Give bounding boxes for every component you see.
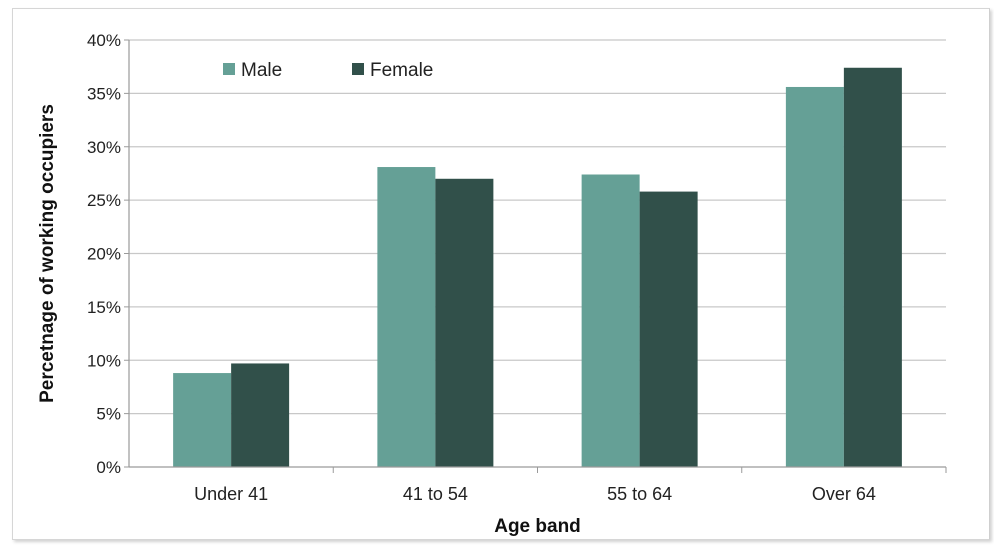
- y-tick-label: 30%: [87, 138, 121, 157]
- y-tick-labels: 0% 5% 10% 15% 20% 25% 30% 35% 40%: [87, 31, 121, 477]
- bar-male-3: [785, 86, 844, 467]
- bar-female-3: [843, 67, 902, 467]
- legend-swatch-female: [352, 63, 364, 75]
- bar-male-2: [581, 174, 640, 467]
- bar-male-0: [173, 373, 232, 467]
- bar-female-0: [231, 363, 290, 467]
- y-tick-label: 20%: [87, 245, 121, 264]
- bar-female-2: [639, 191, 698, 467]
- bar-male-1: [377, 167, 436, 467]
- legend-label-male: Male: [241, 60, 282, 81]
- x-tick-label: 55 to 64: [607, 484, 672, 504]
- y-axis-title: Percetnage of working occupiers: [37, 104, 58, 403]
- legend: Male Female: [223, 60, 433, 81]
- y-tick-label: 25%: [87, 191, 121, 210]
- bar-female-1: [435, 178, 494, 467]
- x-tick-label: 41 to 54: [403, 484, 468, 504]
- y-tick-label: 0%: [96, 458, 121, 477]
- x-tick-label: Under 41: [194, 484, 268, 504]
- legend-label-female: Female: [370, 60, 433, 81]
- y-tick-label: 5%: [96, 405, 121, 424]
- axes: [124, 39, 947, 473]
- y-tick-label: 10%: [87, 351, 121, 370]
- bars: [173, 67, 902, 467]
- legend-swatch-male: [223, 63, 235, 75]
- y-tick-label: 15%: [87, 298, 121, 317]
- y-tick-label: 40%: [87, 31, 121, 50]
- x-tick-label: Over 64: [812, 484, 876, 504]
- x-axis-title: Age band: [494, 516, 581, 537]
- x-tick-labels: Under 41 41 to 54 55 to 64 Over 64: [194, 484, 876, 504]
- y-tick-label: 35%: [87, 84, 121, 103]
